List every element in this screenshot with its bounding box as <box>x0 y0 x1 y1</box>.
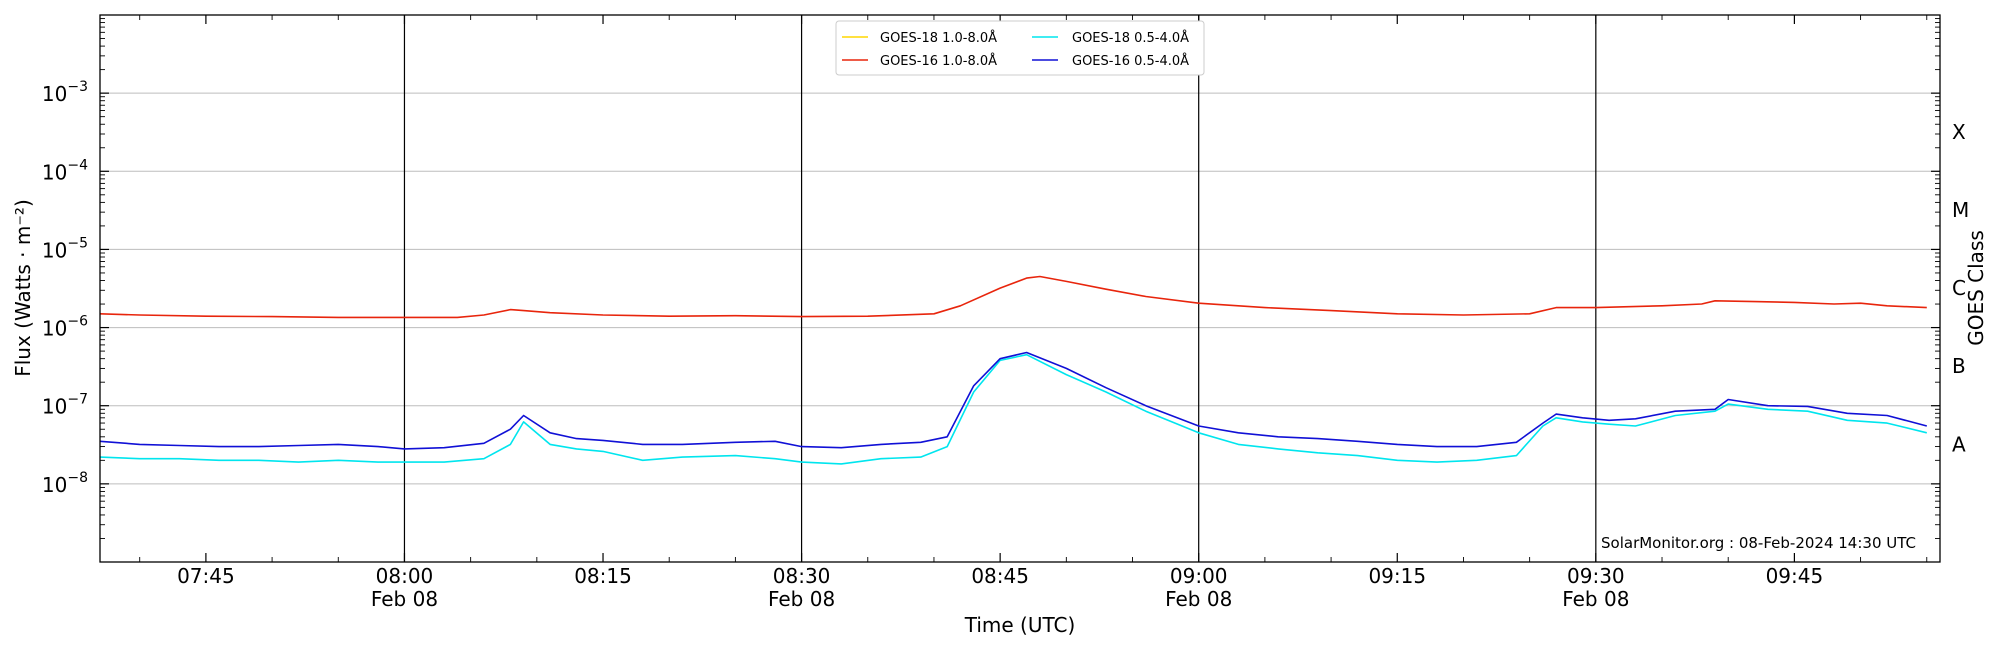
x-tick-date-5: Feb 08 <box>1165 587 1232 611</box>
gridlines <box>100 92 1940 485</box>
day-separator-lines <box>403 15 1597 562</box>
legend-box <box>835 20 1205 76</box>
x-tick-label-4: 08:45 <box>971 564 1029 588</box>
legend-label-goes16-short: GOES-16 0.5-4.0Å <box>1072 53 1189 69</box>
y-axis-label: Flux (Watts · m⁻²) <box>11 199 35 377</box>
y-tick-label-1: 10−7 <box>42 392 88 419</box>
goes-class-m: M <box>1952 198 1969 222</box>
goes-class-c: C <box>1952 276 1966 300</box>
x-tick-label-5: 09:00 <box>1170 564 1228 588</box>
goes-class-x: X <box>1952 120 1966 144</box>
x-axis-label: Time (UTC) <box>964 613 1076 637</box>
x-tick-label-1: 08:00 <box>376 564 434 588</box>
legend-label-goes16-long: GOES-16 1.0-8.0Å <box>880 53 997 69</box>
legend-label-goes18-short: GOES-18 0.5-4.0Å <box>1072 30 1189 46</box>
series-line-goes-16-0-5-4-0- <box>99 351 1928 450</box>
y-axis-ticks: 10−8 10−7 10−6 10−5 10−4 10−3 <box>42 18 1940 539</box>
y-tick-label-4: 10−4 <box>42 157 88 184</box>
y-tick-label-0: 10−8 <box>42 470 88 497</box>
legend-label-goes18-long: GOES-18 1.0-8.0Å <box>880 30 997 46</box>
series-line-goes-18-0-5-4-0- <box>99 353 1927 465</box>
x-tick-label-0: 07:45 <box>177 564 235 588</box>
x-tick-label-8: 09:45 <box>1766 564 1824 588</box>
x-tick-date-7: Feb 08 <box>1562 587 1629 611</box>
goes-class-axis-label: GOES Class <box>1964 230 1988 346</box>
y-tick-label-2: 10−6 <box>42 314 88 341</box>
y-tick-label-5: 10−3 <box>42 79 88 106</box>
x-tick-label-7: 09:30 <box>1567 564 1625 588</box>
x-tick-date-3: Feb 08 <box>768 587 835 611</box>
watermark: SolarMonitor.org : 08-Feb-2024 14:30 UTC <box>1601 534 1916 552</box>
series-line-goes-16-1-0-8-0- <box>99 275 1927 319</box>
x-tick-label-3: 08:30 <box>773 564 831 588</box>
goes-class-b: B <box>1952 354 1966 378</box>
goes-class-labels: A B C M X <box>1952 120 1969 457</box>
legend: GOES-18 1.0-8.0Å GOES-18 0.5-4.0Å GOES-1… <box>835 20 1205 76</box>
x-tick-label-2: 08:15 <box>574 564 632 588</box>
goes-class-a: A <box>1952 432 1966 456</box>
x-tick-label-6: 09:15 <box>1368 564 1426 588</box>
x-tick-date-1: Feb 08 <box>371 587 438 611</box>
series-lines <box>99 275 1928 465</box>
y-tick-label-3: 10−5 <box>42 235 88 262</box>
plot-frame <box>99 14 1941 563</box>
